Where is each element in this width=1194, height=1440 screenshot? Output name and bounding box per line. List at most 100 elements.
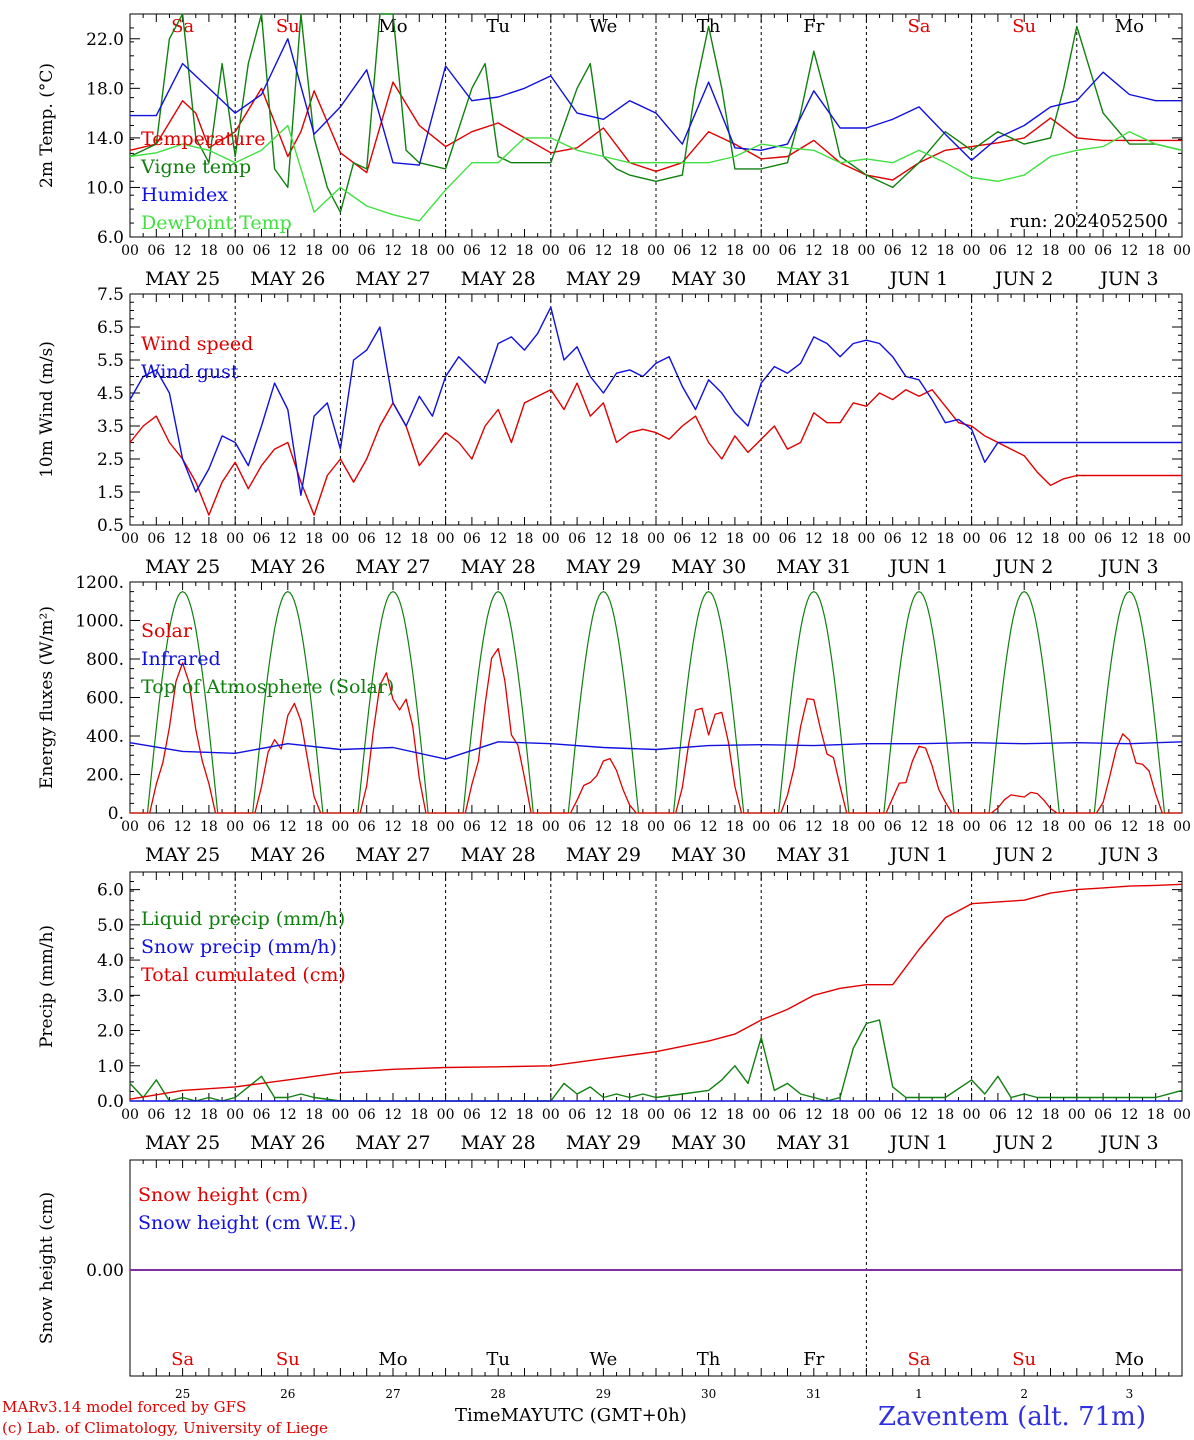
date-label: MAY 26 — [250, 268, 325, 290]
hour-tick-label: 12 — [910, 819, 928, 835]
hour-tick-label: 18 — [621, 243, 639, 259]
hour-tick-label: 12 — [384, 819, 402, 835]
date-label: MAY 30 — [671, 844, 746, 866]
hour-tick-label: 06 — [779, 243, 797, 259]
hour-tick-label: 18 — [1147, 819, 1165, 835]
hour-tick-label: 06 — [463, 243, 481, 259]
hour-tick-label: 12 — [489, 1107, 507, 1123]
hour-tick-label: 12 — [700, 531, 718, 547]
y-tick-label: 800. — [86, 650, 124, 670]
hour-tick-label: 18 — [305, 243, 323, 259]
legend-entry: Top of Atmosphere (Solar) — [141, 676, 394, 698]
legend-entry: Solar — [141, 620, 193, 642]
y-tick-label: 7.5 — [97, 285, 124, 305]
station-label: Zaventem (alt. 71m) — [878, 1402, 1146, 1432]
hour-tick-label: 06 — [253, 1107, 271, 1123]
hour-tick-label: 00 — [1068, 1107, 1086, 1123]
date-label: MAY 30 — [671, 1132, 746, 1154]
hour-tick-label: 12 — [1015, 1107, 1033, 1123]
hour-tick-label: 00 — [226, 819, 244, 835]
hour-tick-label: 00 — [963, 531, 981, 547]
hour-tick-label: 00 — [437, 819, 455, 835]
date-label: MAY 28 — [461, 268, 536, 290]
date-label: MAY 26 — [250, 1132, 325, 1154]
date-label: JUN 3 — [1098, 1132, 1158, 1154]
y-tick-label: 0.0 — [97, 1092, 124, 1112]
hour-tick-label: 00 — [1068, 819, 1086, 835]
hour-tick-label: 18 — [410, 243, 428, 259]
hour-tick-label: 18 — [516, 243, 534, 259]
hour-tick-label: 18 — [726, 819, 744, 835]
hour-tick-label: 12 — [279, 531, 297, 547]
hour-tick-label: 18 — [936, 819, 954, 835]
hour-tick-label: 18 — [831, 243, 849, 259]
y-tick-label: 1200. — [75, 573, 124, 593]
hour-tick-label: 12 — [489, 531, 507, 547]
date-label: MAY 27 — [355, 268, 430, 290]
hour-tick-label: 00 — [542, 1107, 560, 1123]
legend-entry: Total cumulated (cm) — [141, 964, 346, 986]
y-tick-label: 14.0 — [86, 129, 124, 149]
date-label: JUN 2 — [993, 1132, 1053, 1154]
weekday-label: Sa — [907, 16, 930, 37]
date-label: JUN 3 — [1098, 556, 1158, 578]
legend-entry: Vigne temp — [140, 156, 251, 178]
day-number: 2 — [1020, 1387, 1028, 1401]
day-number: 27 — [385, 1387, 400, 1401]
hour-tick-label: 06 — [568, 531, 586, 547]
hour-tick-label: 00 — [331, 1107, 349, 1123]
hour-tick-label: 18 — [516, 531, 534, 547]
date-label: MAY 29 — [566, 556, 641, 578]
hour-tick-label: 00 — [857, 1107, 875, 1123]
y-tick-label: 3.5 — [97, 417, 124, 437]
hour-tick-label: 12 — [384, 531, 402, 547]
hour-tick-label: 06 — [147, 1107, 165, 1123]
run-label: run: 2024052500 — [1010, 211, 1168, 232]
hour-tick-label: 18 — [621, 531, 639, 547]
y-axis-label: 10m Wind (m/s) — [37, 341, 57, 478]
weekday-label: We — [590, 1349, 618, 1370]
y-tick-label: 0. — [108, 804, 124, 824]
hour-tick-label: 06 — [1094, 243, 1112, 259]
hour-tick-label: 12 — [700, 243, 718, 259]
y-tick-label: 400. — [86, 727, 124, 747]
hour-tick-label: 06 — [463, 531, 481, 547]
hour-tick-label: 12 — [910, 531, 928, 547]
y-tick-label: 6.0 — [97, 881, 124, 901]
y-tick-label: 5.0 — [97, 916, 124, 936]
hour-tick-label: 18 — [1042, 819, 1060, 835]
hour-tick-label: 06 — [673, 819, 691, 835]
hour-tick-label: 06 — [1094, 1107, 1112, 1123]
hour-tick-label: 18 — [1147, 531, 1165, 547]
hour-tick-label: 18 — [936, 531, 954, 547]
hour-tick-label: 00 — [437, 1107, 455, 1123]
hour-tick-label: 06 — [568, 1107, 586, 1123]
y-tick-label: 600. — [86, 689, 124, 709]
hour-tick-label: 18 — [200, 819, 218, 835]
hour-tick-label: 18 — [831, 819, 849, 835]
hour-tick-label: 12 — [594, 819, 612, 835]
hour-tick-label: 06 — [358, 531, 376, 547]
hour-tick-label: 18 — [726, 243, 744, 259]
date-label: MAY 27 — [355, 1132, 430, 1154]
hour-tick-label: 12 — [1120, 819, 1138, 835]
hour-tick-label: 00 — [1068, 531, 1086, 547]
weekday-label: Tu — [486, 16, 510, 37]
hour-tick-label: 06 — [463, 819, 481, 835]
hour-tick-label: 00 — [647, 243, 665, 259]
weekday-label: Su — [1012, 16, 1036, 37]
hour-tick-label: 06 — [147, 531, 165, 547]
hour-tick-label: 12 — [700, 1107, 718, 1123]
date-label: MAY 30 — [671, 556, 746, 578]
y-axis-label: Energy fluxes (W/m²) — [37, 606, 57, 789]
weekday-label: Sa — [171, 16, 194, 37]
weekday-label: Sa — [907, 1349, 930, 1370]
hour-tick-label: 06 — [358, 1107, 376, 1123]
date-label: MAY 29 — [566, 268, 641, 290]
weekday-label: Sa — [171, 1349, 194, 1370]
hour-tick-label: 00 — [752, 1107, 770, 1123]
hour-tick-label: 00 — [752, 531, 770, 547]
y-tick-label: 6.0 — [97, 228, 124, 248]
hour-tick-label: 00 — [752, 243, 770, 259]
hour-tick-label: 18 — [200, 243, 218, 259]
